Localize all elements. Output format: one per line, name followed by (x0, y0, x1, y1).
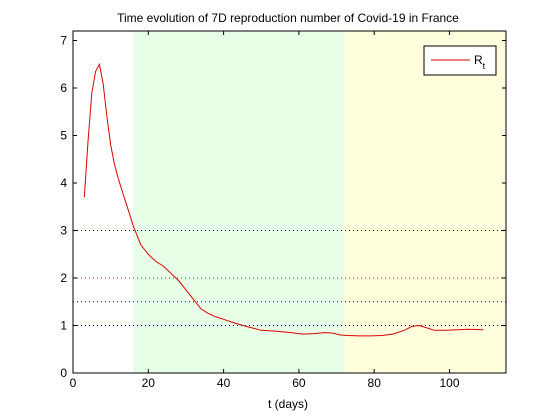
legend-label: Rt (474, 53, 486, 71)
x-tick-label: 80 (368, 376, 382, 390)
x-tick-label: 20 (142, 376, 156, 390)
x-tick-label: 100 (440, 376, 460, 390)
shaded-regions (133, 31, 506, 373)
y-tick-label: 7 (60, 34, 67, 48)
legend-label-base: R (474, 53, 483, 67)
chart-title: Time evolution of 7D reproduction number… (117, 11, 459, 25)
x-axis-label: t (days) (268, 397, 308, 411)
series-layer (83, 62, 484, 337)
shaded-region-1 (344, 31, 506, 373)
x-tick-label: 0 (70, 376, 77, 390)
shaded-region-0 (133, 31, 345, 373)
legend: Rt (423, 45, 497, 76)
reference-lines (73, 230, 506, 326)
x-tick-label: 60 (292, 376, 306, 390)
y-tick-label: 3 (60, 224, 67, 238)
y-tick-label: 1 (60, 319, 67, 333)
y-tick-label: 6 (60, 81, 67, 95)
legend-label-subscript: t (483, 61, 486, 71)
y-tick-label: 0 (60, 366, 67, 380)
plot-frame (72, 30, 507, 374)
series-line-0 (83, 62, 484, 337)
y-tick-label: 4 (60, 176, 67, 190)
y-tick-label: 2 (60, 271, 67, 285)
y-tick-label: 5 (60, 129, 67, 143)
x-tick-label: 40 (217, 376, 231, 390)
axis-ticks: 0 20 40 60 80 100 0 1 2 3 4 5 6 7 (60, 31, 506, 390)
